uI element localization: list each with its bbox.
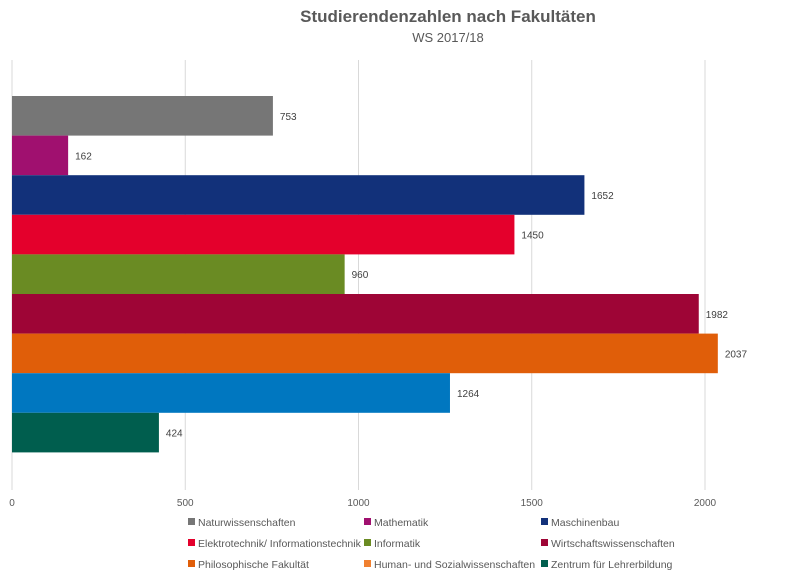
chart-subtitle: WS 2017/18 (412, 30, 484, 45)
legend-label: Wirtschaftswissenschaften (551, 538, 675, 550)
data-label: 753 (280, 112, 297, 123)
legend-swatch (541, 560, 548, 567)
data-label: 1652 (591, 191, 614, 202)
bar (12, 333, 718, 374)
legend-label: Elektrotechnik/ Informationstechnik (198, 538, 362, 550)
data-label: 1450 (521, 231, 544, 242)
legend-item: Naturwissenschaften (188, 517, 296, 529)
legend-label: Informatik (374, 538, 421, 550)
legend-swatch (364, 539, 371, 546)
data-label: 1264 (457, 389, 480, 400)
legend-swatch (541, 518, 548, 525)
bar (12, 214, 515, 255)
legend-label: Philosophische Fakultät (198, 559, 309, 571)
legend-label: Maschinenbau (551, 517, 619, 529)
data-label: 424 (166, 429, 183, 440)
data-label: 1982 (706, 310, 729, 321)
data-label: 162 (75, 151, 92, 162)
bar (12, 135, 69, 176)
bar (12, 412, 159, 453)
legend-swatch (188, 539, 195, 546)
data-label: 2037 (725, 349, 748, 360)
data-label: 960 (352, 270, 369, 281)
bar (12, 96, 273, 136)
legend-item: Maschinenbau (541, 517, 619, 529)
legend-item: Wirtschaftswissenschaften (541, 538, 675, 550)
legend-swatch (364, 518, 371, 525)
x-tick-label: 500 (177, 498, 194, 509)
x-tick-label: 1000 (347, 498, 370, 509)
legend-label: Human- und Sozialwissenschaften (374, 559, 535, 571)
legend-item: Mathematik (364, 517, 429, 529)
legend-label: Mathematik (374, 517, 429, 529)
legend-swatch (541, 539, 548, 546)
legend-label: Zentrum für Lehrerbildung (551, 559, 673, 571)
legend-item: Elektrotechnik/ Informationstechnik (188, 538, 362, 550)
legend-item: Zentrum für Lehrerbildung (541, 559, 673, 571)
chart-title: Studierendenzahlen nach Fakultäten (300, 7, 596, 26)
bar (12, 294, 699, 334)
bar (12, 175, 585, 215)
legend-swatch (188, 518, 195, 525)
x-tick-label: 2000 (694, 498, 717, 509)
legend-item: Informatik (364, 538, 421, 550)
legend-item: Philosophische Fakultät (188, 559, 309, 571)
x-tick-label: 0 (9, 498, 15, 509)
bar (12, 373, 450, 413)
x-tick-label: 1500 (521, 498, 544, 509)
legend-swatch (188, 560, 195, 567)
bar (12, 254, 345, 294)
legend-label: Naturwissenschaften (198, 517, 296, 529)
legend-swatch (364, 560, 371, 567)
legend-item: Human- und Sozialwissenschaften (364, 559, 535, 571)
